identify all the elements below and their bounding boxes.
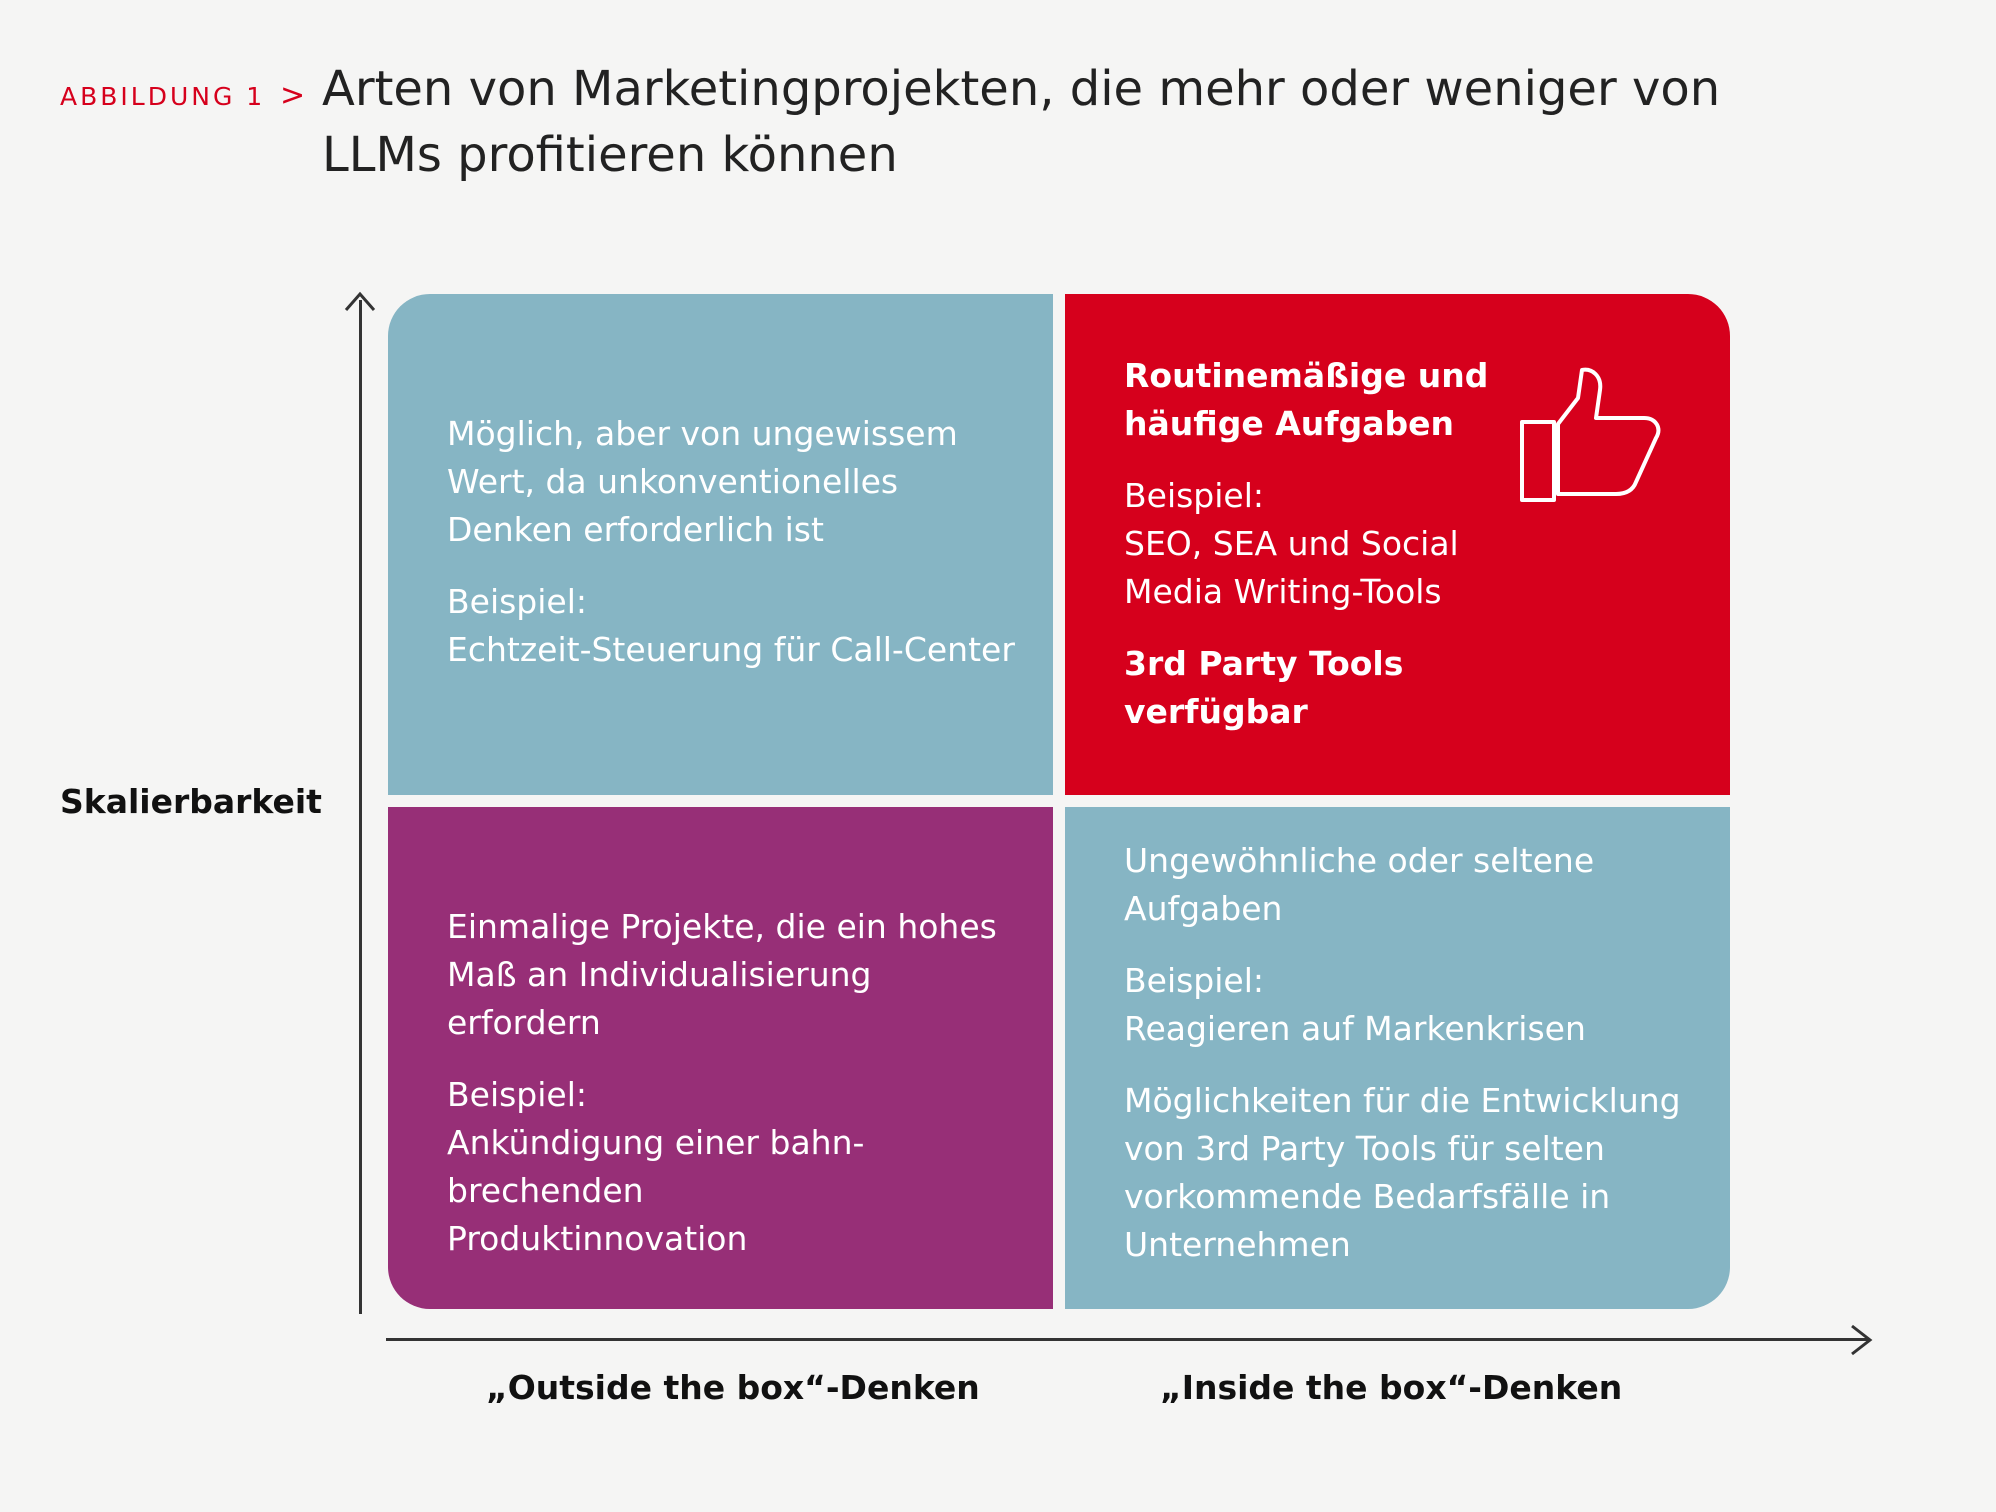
figure-chevron-icon: > [280,78,306,113]
quadrant-top-right-note: 3rd Party Tools verfügbar [1124,644,1404,731]
y-axis-label: Skalierbarkeit [60,782,322,821]
y-axis-arrow-icon [344,291,376,311]
quadrant-bottom-right: Ungewöhnliche oder seltene Aufgaben Beis… [1065,807,1730,1309]
quadrant-bottom-left-example-label: Beispiel: [447,1075,588,1114]
quadrant-top-left: Möglich, aber von ungewissem Wert, da un… [388,294,1053,795]
quadrant-top-right-heading: Routinemäßige und häufige Aufgaben [1124,356,1489,443]
thumbs-up-icon [1520,367,1661,502]
x-axis-label-right: „Inside the box“-Denken [1160,1368,1623,1407]
quadrant-top-right-example-label: Beispiel: [1124,476,1265,515]
quadrant-top-right-example: SEO, SEA und Social Media Writing-Tools [1124,524,1459,611]
quadrant-bottom-right-note: Möglichkeiten für die Entwicklung von 3r… [1124,1081,1681,1264]
quadrant-bottom-right-example: Reagieren auf Markenkrisen [1124,1009,1586,1048]
quadrant-top-left-example-label: Beispiel: [447,582,588,621]
quadrant-bottom-right-example-label: Beispiel: [1124,961,1265,1000]
figure-title: Arten von Marketingprojekten, die mehr o… [322,61,1721,183]
quadrant-top-right: Routinemäßige und häufige Aufgaben Beisp… [1065,294,1730,795]
figure-label: ABBILDUNG 1 [60,82,266,111]
quadrant-bottom-left: Einmalige Projekte, die ein hohes Maß an… [388,807,1053,1309]
quadrant-bottom-left-description: Einmalige Projekte, die ein hohes Maß an… [447,907,997,1042]
x-axis-label-left: „Outside the box“-Denken [486,1368,980,1407]
quadrant-top-left-description: Möglich, aber von ungewissem Wert, da un… [447,414,958,549]
quadrant-bottom-left-example: Ankündigung einer bahn-brechenden Produk… [447,1123,865,1258]
x-axis-arrow-icon [1851,1324,1873,1356]
y-axis-line [359,300,362,1314]
quadrant-top-left-example: Echtzeit-Steuerung für Call-Center [447,630,1015,669]
x-axis-line [386,1338,1868,1341]
quadrant-bottom-right-description: Ungewöhnliche oder seltene Aufgaben [1124,841,1595,928]
